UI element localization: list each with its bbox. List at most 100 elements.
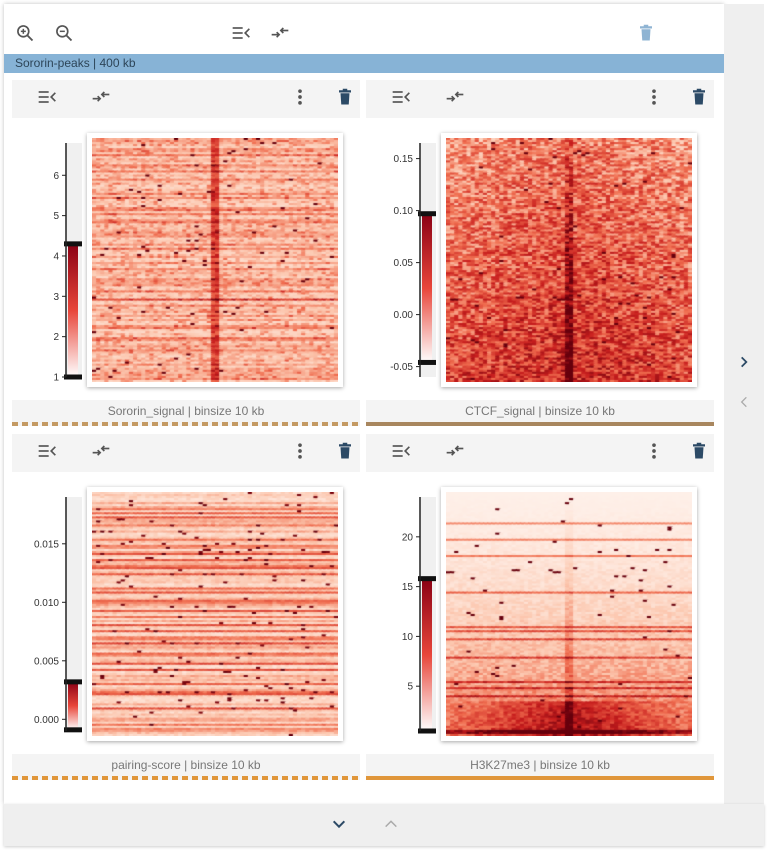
sort-icon-glyph bbox=[392, 445, 410, 457]
sort-icon[interactable] bbox=[388, 84, 414, 110]
delete-icon-glyph bbox=[693, 442, 705, 459]
panel-caption: Sororin_signal | binsize 10 kb bbox=[107, 404, 265, 418]
tick-label: 0.010 bbox=[34, 598, 59, 609]
panel-caption: pairing-score | binsize 10 kb bbox=[111, 758, 261, 772]
delete-icon-glyph bbox=[339, 88, 351, 105]
tick-label: 0.005 bbox=[34, 656, 59, 667]
heatmap[interactable] bbox=[87, 487, 343, 741]
collection-header[interactable]: Sororin-peaks | 400 kb bbox=[4, 54, 724, 73]
colorbar-fill bbox=[68, 243, 78, 377]
tick-label: 15 bbox=[402, 582, 414, 593]
merge-icon[interactable] bbox=[88, 84, 114, 110]
panel-underline bbox=[12, 422, 360, 426]
panel-underline bbox=[366, 776, 714, 780]
delete-icon[interactable] bbox=[332, 438, 358, 464]
sort-icon[interactable] bbox=[34, 438, 60, 464]
panel-underline bbox=[366, 422, 714, 426]
panel-content: 0.15 0.10 0.05 0.00 -0.05 bbox=[366, 118, 714, 400]
merge-icon[interactable] bbox=[88, 438, 114, 464]
merge-icon[interactable] bbox=[442, 84, 468, 110]
panel-content: 6 5 4 3 2 1 bbox=[12, 118, 360, 400]
more-options-icon[interactable] bbox=[641, 84, 667, 110]
sort-icon[interactable] bbox=[228, 20, 254, 46]
heatmap-panel: 20 15 10 5 H3K27me3 | binsize 10 kb bbox=[366, 434, 714, 780]
zoom-out-icon[interactable] bbox=[51, 20, 77, 46]
colorbar-fill bbox=[68, 681, 78, 730]
tick-label: -0.05 bbox=[390, 362, 413, 373]
colorbar[interactable]: 0.015 0.010 0.005 0.000 bbox=[12, 472, 92, 754]
tick-label: 0.00 bbox=[394, 310, 414, 321]
colorbar-fill bbox=[422, 578, 432, 731]
colorbar[interactable]: 20 15 10 5 bbox=[366, 472, 446, 754]
bottom-bar bbox=[4, 804, 764, 846]
chevron-down-icon[interactable] bbox=[326, 811, 352, 837]
colorbar[interactable]: 6 5 4 3 2 1 bbox=[12, 118, 92, 400]
heatmap[interactable] bbox=[87, 133, 343, 387]
colorbar-handle-low[interactable] bbox=[418, 728, 436, 734]
colorbar-track bbox=[66, 497, 82, 731]
panel-caption: H3K27me3 | binsize 10 kb bbox=[470, 758, 610, 772]
colorbar-handle-high[interactable] bbox=[418, 211, 436, 217]
tick-label: 6 bbox=[53, 171, 59, 182]
delete-icon-glyph bbox=[693, 88, 705, 105]
delete-icon[interactable] bbox=[332, 84, 358, 110]
merge-icon-glyph bbox=[92, 445, 110, 456]
more-options-icon[interactable] bbox=[287, 84, 313, 110]
heatmap-canvas bbox=[446, 492, 692, 736]
tick-label: 0.15 bbox=[394, 154, 414, 165]
more-options-icon[interactable] bbox=[287, 438, 313, 464]
sort-icon[interactable] bbox=[34, 84, 60, 110]
tick-label: 5 bbox=[407, 682, 413, 693]
colorbar-handle-low[interactable] bbox=[418, 359, 436, 365]
merge-icon-glyph bbox=[92, 91, 110, 102]
more-options-icon-glyph bbox=[652, 89, 656, 105]
more-options-icon-glyph bbox=[298, 89, 302, 105]
delete-icon-glyph bbox=[339, 442, 351, 459]
zoom-in-icon[interactable] bbox=[12, 20, 38, 46]
heatmap-canvas bbox=[92, 138, 338, 382]
tick-label: 2 bbox=[53, 332, 59, 343]
tick-label: 4 bbox=[53, 251, 59, 262]
heatmap-canvas bbox=[446, 138, 692, 382]
tick-label: 3 bbox=[53, 292, 59, 303]
tick-label: 0.000 bbox=[34, 715, 59, 726]
merge-icon[interactable] bbox=[442, 438, 468, 464]
colorbar-handle-high[interactable] bbox=[64, 679, 82, 685]
heatmap[interactable] bbox=[441, 487, 697, 741]
sort-icon[interactable] bbox=[388, 438, 414, 464]
tick-label: 1 bbox=[53, 373, 59, 384]
more-options-icon[interactable] bbox=[641, 438, 667, 464]
colorbar-handle-low[interactable] bbox=[64, 374, 82, 380]
chevron-up-icon[interactable] bbox=[378, 811, 404, 837]
heatmap-panel: 0.015 0.010 0.005 0.000 pairing-score | bins… bbox=[12, 434, 360, 780]
panel-content: 0.015 0.010 0.005 0.000 bbox=[12, 472, 360, 754]
heatmap-panel: 6 5 4 3 2 1 Sororin_signal | binsize 10 kb bbox=[12, 80, 360, 426]
tick-label: 0.10 bbox=[394, 206, 414, 217]
colorbar-fill bbox=[422, 213, 432, 363]
chevron-left-icon[interactable] bbox=[731, 389, 757, 415]
merge-icon-glyph bbox=[446, 91, 464, 102]
more-options-icon-glyph bbox=[298, 443, 302, 459]
colorbar-handle-low[interactable] bbox=[64, 727, 82, 733]
heatmap-panel: 0.15 0.10 0.05 0.00 -0.05 CTCF_signal | binsi… bbox=[366, 80, 714, 426]
colorbar-handle-high[interactable] bbox=[64, 241, 82, 247]
panel-caption: CTCF_signal | binsize 10 kb bbox=[465, 404, 615, 418]
colorbar-handle-high[interactable] bbox=[418, 576, 436, 582]
tick-label: 5 bbox=[53, 211, 59, 222]
panel-toolbar bbox=[366, 434, 714, 472]
panel-toolbar bbox=[366, 80, 714, 118]
heatmap[interactable] bbox=[441, 133, 697, 387]
merge-icon[interactable] bbox=[267, 20, 293, 46]
tick-label: 0.015 bbox=[34, 539, 59, 550]
tick-label: 10 bbox=[402, 632, 414, 643]
tick-label: 20 bbox=[402, 532, 414, 543]
delete-icon[interactable] bbox=[686, 438, 712, 464]
sort-icon-glyph bbox=[38, 445, 56, 457]
more-options-icon-glyph bbox=[652, 443, 656, 459]
delete-icon[interactable] bbox=[686, 84, 712, 110]
merge-icon-glyph bbox=[446, 445, 464, 456]
chevron-right-icon[interactable] bbox=[731, 349, 757, 375]
delete-icon[interactable] bbox=[633, 20, 659, 46]
tick-label: 0.05 bbox=[394, 258, 414, 269]
colorbar[interactable]: 0.15 0.10 0.05 0.00 -0.05 bbox=[366, 118, 446, 400]
